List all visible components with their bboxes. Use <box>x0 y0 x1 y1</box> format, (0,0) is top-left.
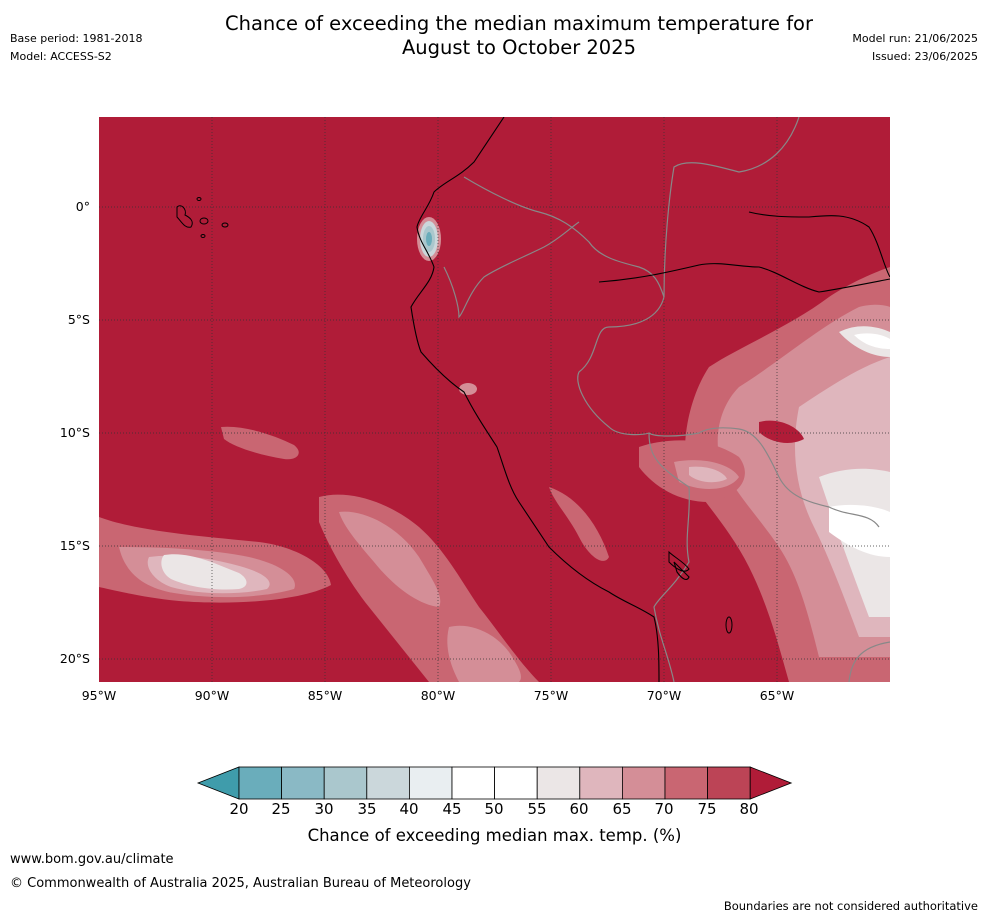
colorbar-cells <box>196 766 793 800</box>
coastal-spot-peru <box>459 383 477 395</box>
colorbar-cell-7 <box>494 766 538 800</box>
model-run: Model run: 21/06/2025 <box>852 32 978 45</box>
lon-label-95w: 95°W <box>81 688 117 703</box>
lon-label-75w: 75°W <box>533 688 569 703</box>
lat-label-15s: 15°S <box>59 538 90 553</box>
meta-right: Model run: 21/06/2025 Issued: 23/06/2025 <box>852 30 978 66</box>
colorbar-extend-low <box>196 766 240 800</box>
colorbar-tick-80: 80 <box>739 800 759 818</box>
colorbar-tick-60: 60 <box>569 800 589 818</box>
ocean-anomaly-peru <box>319 487 609 682</box>
map-title: Chance of exceeding the median maximum t… <box>150 12 888 60</box>
ocean-anomaly-galapagos-south <box>221 426 299 460</box>
lon-label-80w: 80°W <box>420 688 456 703</box>
colorbar-cell-11 <box>664 766 708 800</box>
title-line-2: August to October 2025 <box>401 36 637 59</box>
colorbar-tick-45: 45 <box>442 800 462 818</box>
issued-date: Issued: 23/06/2025 <box>871 50 978 63</box>
country-borders <box>443 116 891 683</box>
lon-label-70w: 70°W <box>646 688 682 703</box>
lon-label-90w: 90°W <box>194 688 230 703</box>
colorbar <box>196 766 793 800</box>
forecast-map <box>99 116 891 683</box>
meta-left: Base period: 1981-2018 Model: ACCESS-S2 <box>10 30 142 66</box>
colorbar-tick-30: 30 <box>314 800 334 818</box>
base-period: Base period: 1981-2018 <box>10 32 143 45</box>
colorbar-cell-10 <box>621 766 666 800</box>
colorbar-tick-35: 35 <box>357 800 377 818</box>
title-line-1: Chance of exceeding the median maximum t… <box>224 12 814 35</box>
model-name: Model: ACCESS-S2 <box>10 50 112 63</box>
footer-url[interactable]: www.bom.gov.au/climate <box>10 852 174 867</box>
graticule <box>99 117 890 682</box>
land-anomaly-east <box>639 267 890 682</box>
lat-label-20s: 20°S <box>59 651 90 666</box>
colorbar-title: Chance of exceeding median max. temp. (%… <box>307 826 682 845</box>
colorbar-cell-12 <box>707 766 751 800</box>
lon-label-65w: 65°W <box>759 688 795 703</box>
colorbar-cell-9 <box>579 766 623 800</box>
colorbar-cell-5 <box>408 766 453 800</box>
lat-label-0: 0° <box>75 199 90 214</box>
colorbar-cell-6 <box>451 766 495 800</box>
colorbar-tick-65: 65 <box>612 800 632 818</box>
footer-copyright: © Commonwealth of Australia 2025, Austra… <box>10 876 471 891</box>
coastlines <box>410 116 891 683</box>
colorbar-tick-75: 75 <box>697 800 717 818</box>
colorbar-extend-high <box>749 766 793 800</box>
galapagos-islands <box>176 197 229 238</box>
ocean-anomaly-west <box>99 517 331 603</box>
colorbar-tick-50: 50 <box>484 800 504 818</box>
lon-label-85w: 85°W <box>307 688 343 703</box>
colorbar-cell-3 <box>323 766 368 800</box>
lake-titicaca <box>668 550 733 634</box>
colorbar-cell-8 <box>536 766 581 800</box>
colorbar-tick-40: 40 <box>399 800 419 818</box>
colorbar-tick-20: 20 <box>229 800 249 818</box>
colorbar-cell-1 <box>238 766 282 800</box>
colorbar-tick-55: 55 <box>527 800 547 818</box>
lat-label-10s: 10°S <box>59 425 90 440</box>
colorbar-cell-4 <box>366 766 410 800</box>
colorbar-cell-2 <box>281 766 325 800</box>
lat-label-5s: 5°S <box>67 312 90 327</box>
colorbar-tick-25: 25 <box>271 800 291 818</box>
map-canvas <box>99 116 891 683</box>
footer-disclaimer: Boundaries are not considered authoritat… <box>723 899 978 913</box>
colorbar-tick-70: 70 <box>654 800 674 818</box>
